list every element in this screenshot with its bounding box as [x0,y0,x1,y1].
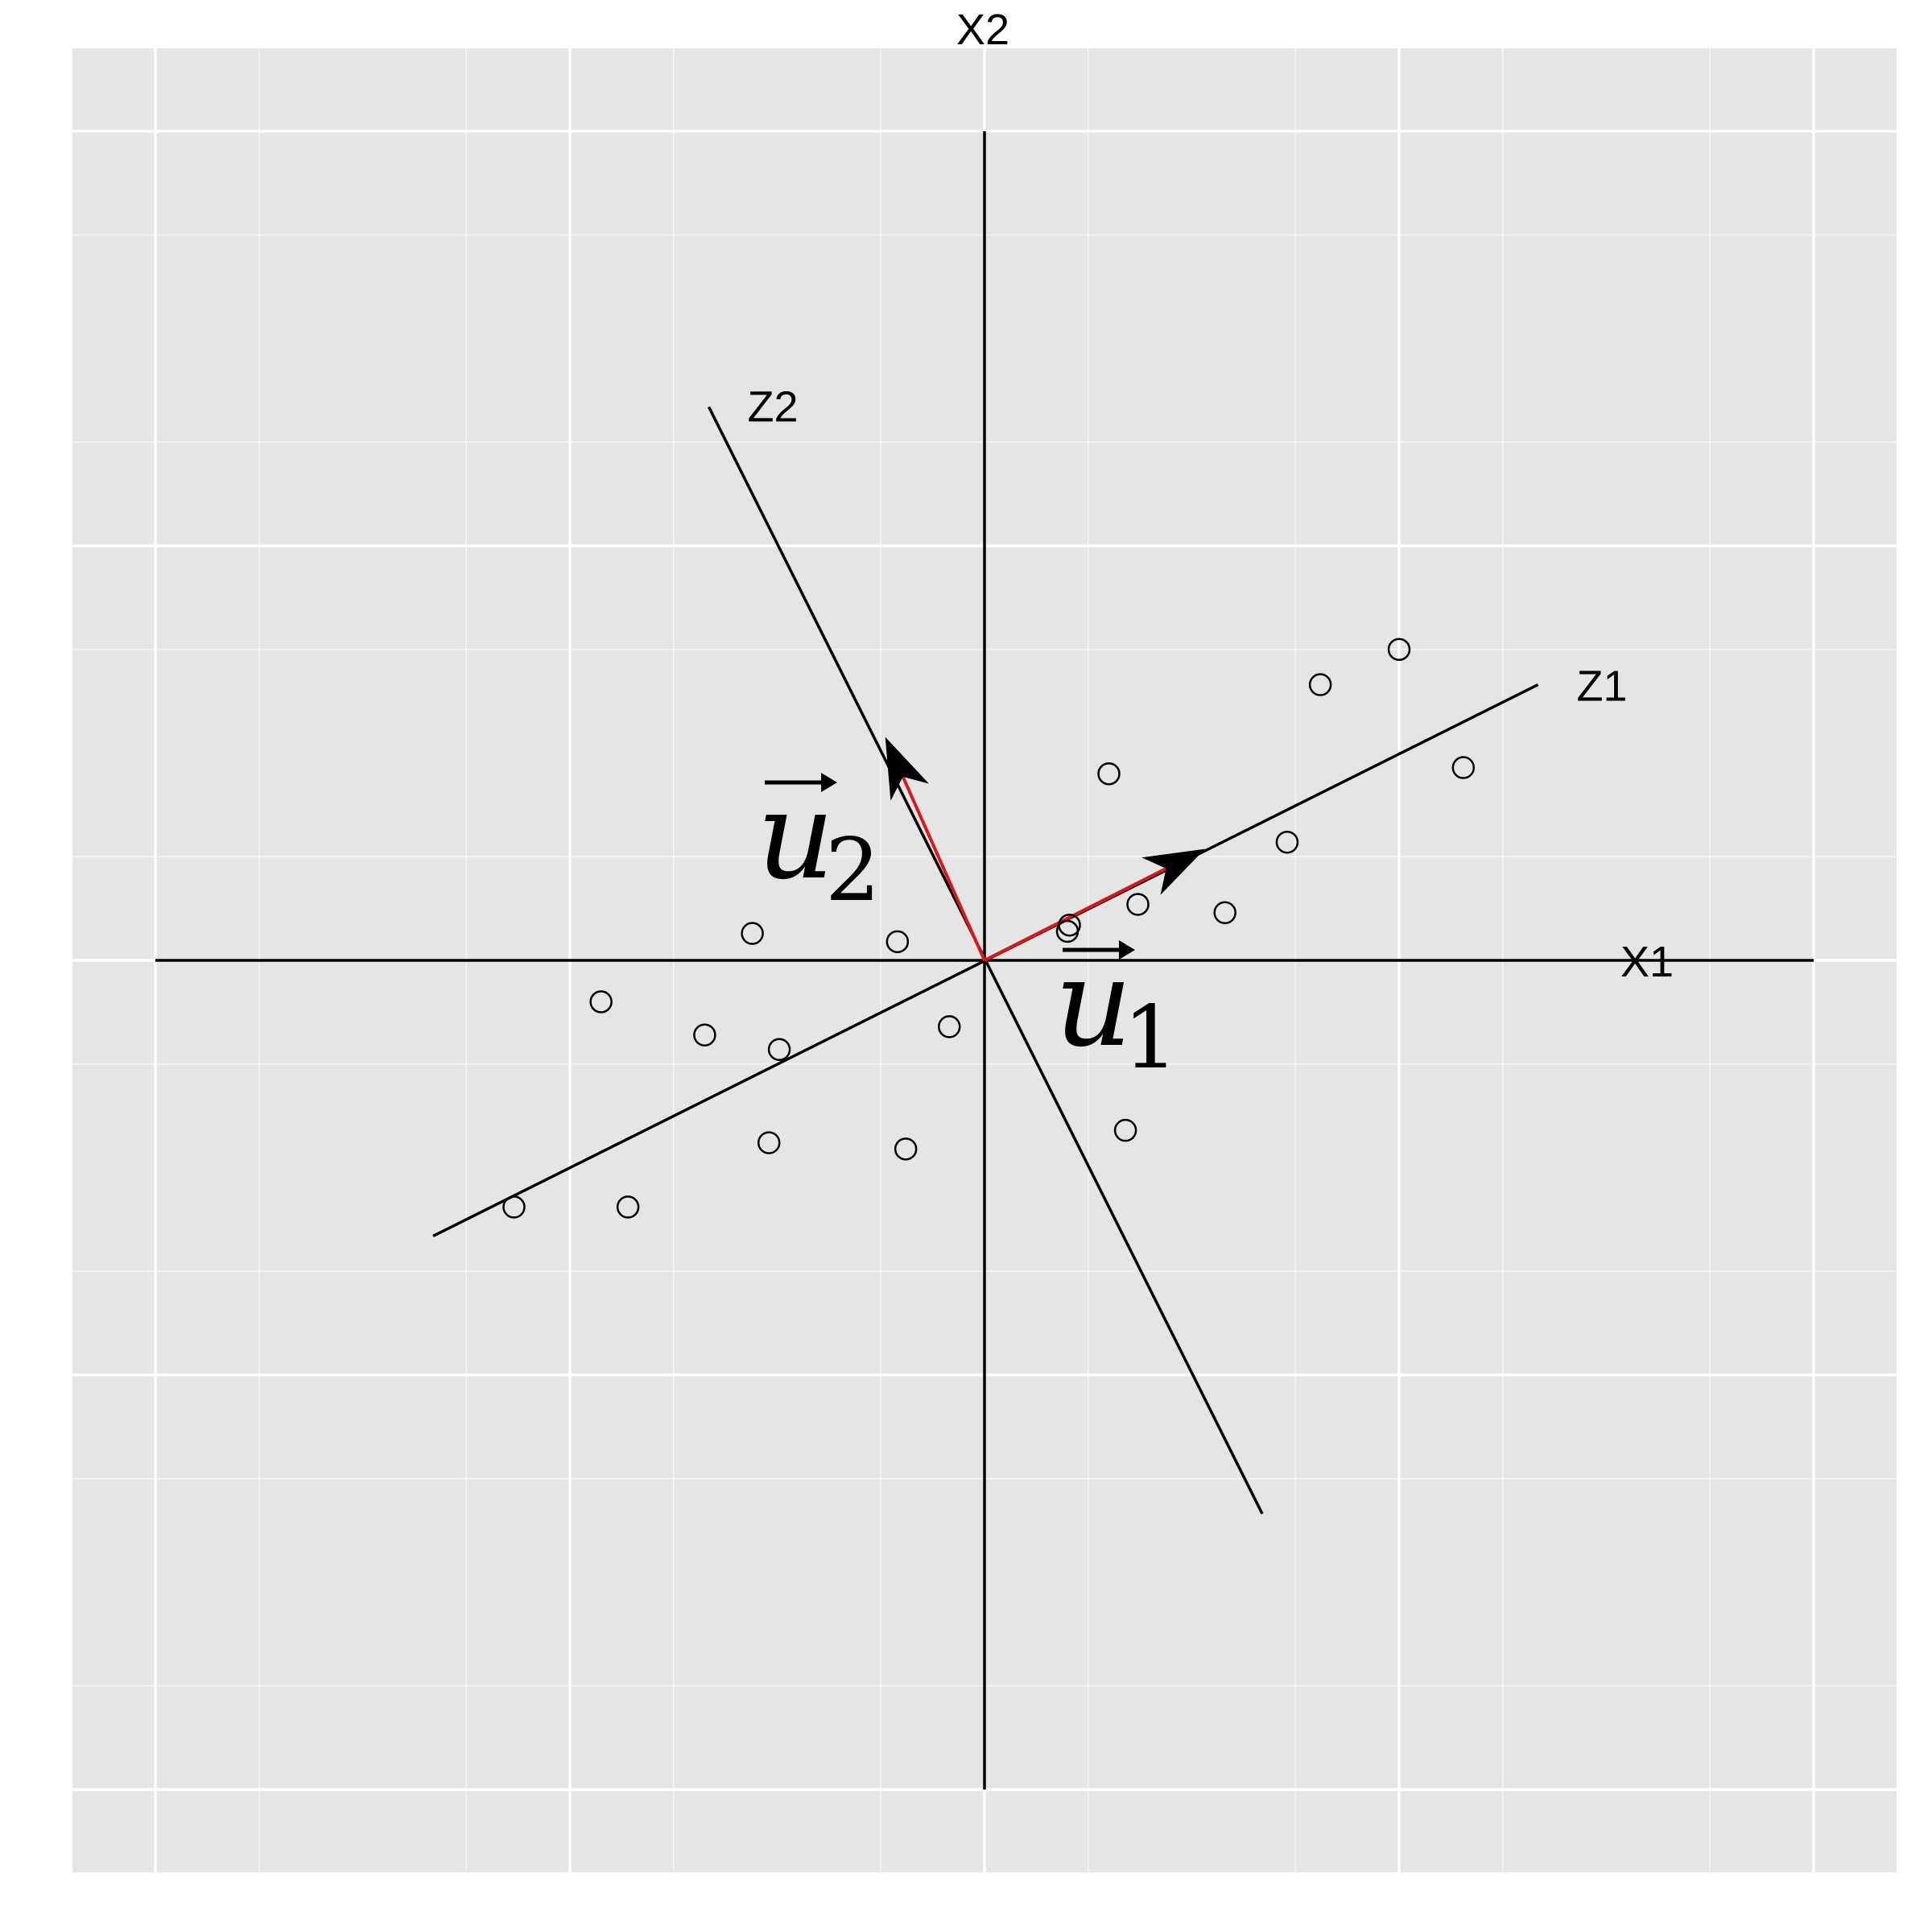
arrowhead-u2 [885,737,929,801]
data-point [502,1195,526,1219]
data-point [693,1023,716,1046]
data-point [589,990,613,1013]
axis-label-z2: Z2 [748,382,799,431]
data-point [1387,638,1411,661]
data-point [894,1137,918,1161]
data-point [1308,673,1332,696]
data-point [767,1038,791,1061]
vector-label-subscript: 2 [825,820,881,921]
data-point [1055,919,1080,943]
vector-u2 [900,773,986,961]
data-point [937,1015,961,1038]
axis-labels: X1 X2 Z1 Z2 u1 u2 [748,6,1674,1088]
data-point [1126,893,1150,916]
vector-accent-head [1119,940,1135,960]
axis-label-x1: X1 [1620,938,1674,986]
vector-label-u2: u2 [757,766,881,921]
data-point [757,1131,781,1154]
vector-u1 [984,865,1170,962]
data-point [616,1195,640,1219]
data-point [1113,1118,1137,1142]
unit-vectors [885,737,1205,962]
axis-label-z1: Z1 [1577,663,1628,711]
axis-label-x2: X2 [956,6,1009,54]
data-point [1213,901,1236,925]
data-points [502,638,1476,1219]
arrowhead-u1 [1141,848,1205,895]
vector-label-subscript: 1 [1123,988,1179,1088]
data-point [1097,762,1121,786]
vector-label-u1: u1 [1055,934,1179,1088]
data-point [741,922,764,945]
data-point [1275,830,1299,854]
data-point [886,930,910,954]
vector-accent-head [821,773,837,792]
data-point [1451,756,1476,779]
